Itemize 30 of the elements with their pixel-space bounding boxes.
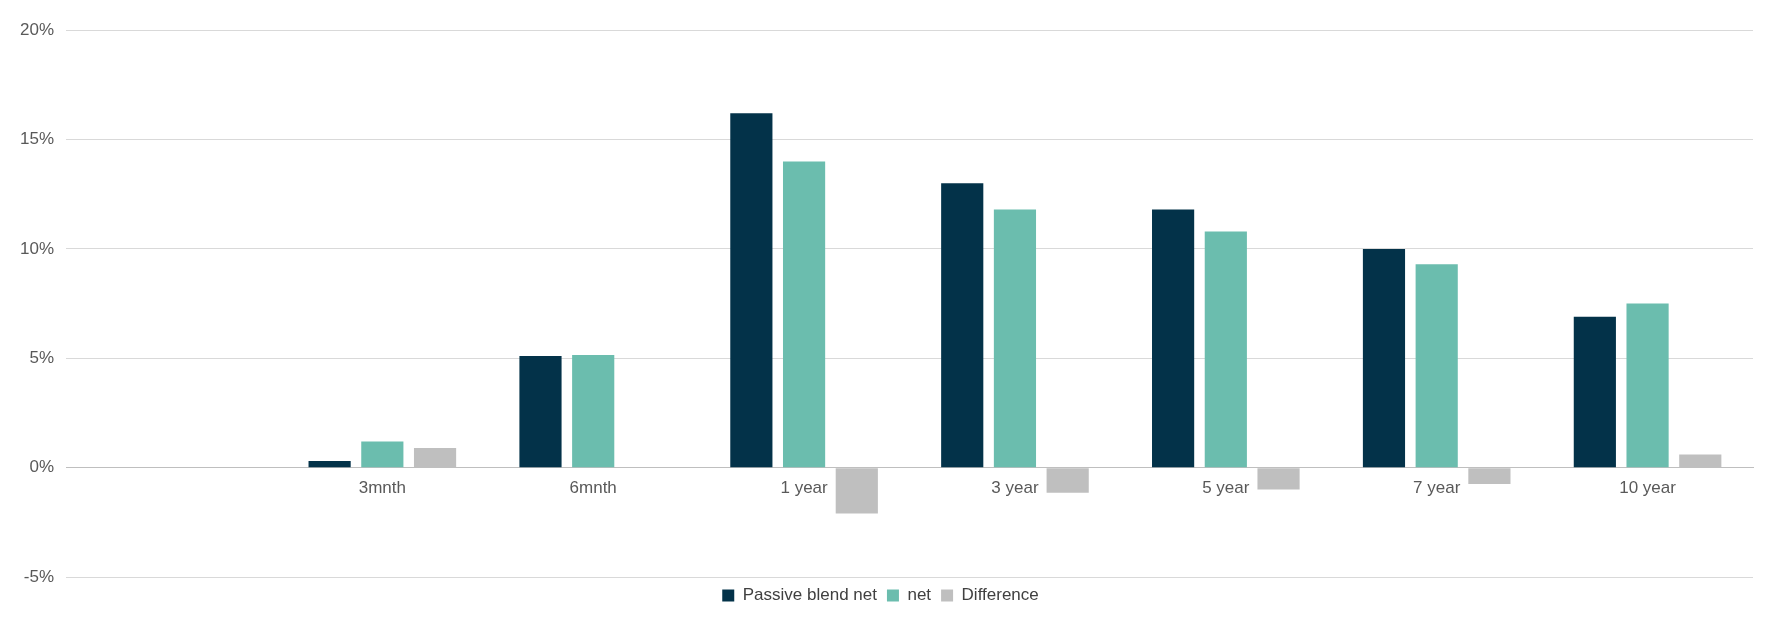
x-tick-label: 7 year bbox=[1413, 477, 1461, 497]
y-tick-label: 20% bbox=[19, 19, 55, 39]
y-tick-label: 0% bbox=[29, 457, 55, 477]
x-tick-label: 3mnth bbox=[358, 477, 406, 497]
y-tick-label: 15% bbox=[19, 129, 55, 149]
bar bbox=[782, 161, 826, 468]
bar bbox=[1152, 209, 1195, 468]
bar bbox=[1362, 248, 1406, 468]
legend-label: Difference bbox=[961, 585, 1039, 605]
y-tick-label: 10% bbox=[19, 238, 55, 258]
bar bbox=[730, 113, 773, 468]
y-tick-label: -5% bbox=[23, 566, 55, 586]
x-tick-label: 3 year bbox=[991, 477, 1039, 497]
x-tick-label: 10 year bbox=[1619, 477, 1677, 497]
bar bbox=[941, 183, 984, 468]
x-tick-label: 1 year bbox=[780, 477, 829, 497]
bar bbox=[1204, 231, 1247, 468]
bar bbox=[572, 355, 615, 468]
bar bbox=[1415, 264, 1458, 468]
x-tick-label: 6mnth bbox=[569, 477, 617, 497]
x-tick-label: 5 year bbox=[1202, 477, 1250, 497]
bar bbox=[519, 356, 562, 468]
legend-label: Passive blend net bbox=[742, 585, 878, 605]
bar bbox=[1573, 316, 1616, 468]
bar bbox=[308, 461, 351, 468]
bar bbox=[993, 209, 1037, 468]
bar bbox=[1626, 303, 1669, 468]
y-tick-label: 5% bbox=[29, 347, 55, 367]
bar bbox=[361, 441, 404, 468]
legend-label: net bbox=[907, 585, 932, 605]
